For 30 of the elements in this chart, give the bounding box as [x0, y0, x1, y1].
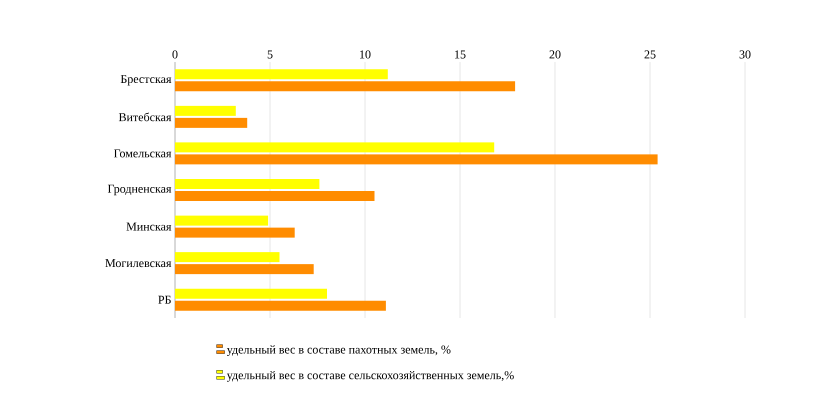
y-tick-label: Гомельская	[114, 149, 172, 158]
bar	[175, 264, 314, 274]
bar	[175, 154, 658, 164]
y-tick-label: РБ	[158, 296, 171, 304]
bar	[175, 288, 327, 299]
y-tick-label: Гродненская	[108, 184, 172, 196]
bar	[175, 191, 375, 202]
y-tick-label: Брестская	[120, 75, 172, 86]
y-tick-label: Витебская	[118, 112, 172, 122]
bar	[175, 216, 268, 226]
bar	[175, 142, 494, 152]
y-tick-label: Могилевская	[105, 259, 172, 268]
bar	[175, 69, 388, 80]
bar	[175, 179, 320, 190]
x-tick-label: 20	[550, 50, 561, 58]
legend-label: удельный вес в составе сельскохозяйственных земель,%	[226, 370, 514, 382]
x-tick-label: 0	[172, 50, 178, 58]
bar	[175, 81, 516, 92]
bar	[175, 228, 295, 238]
x-tick-label: 10	[360, 50, 371, 58]
x-tick-label: 5	[268, 50, 273, 58]
bar	[175, 300, 386, 311]
x-tick-label: 25	[644, 50, 656, 58]
x-tick-label: 30	[740, 50, 751, 58]
y-tick-label: Минская	[126, 222, 172, 231]
legend-label: удельный вес в составе пахотных земель, %	[226, 345, 451, 356]
bar	[175, 118, 248, 128]
x-tick-label: 15	[455, 50, 466, 58]
bar	[175, 106, 236, 116]
bar	[175, 252, 280, 262]
